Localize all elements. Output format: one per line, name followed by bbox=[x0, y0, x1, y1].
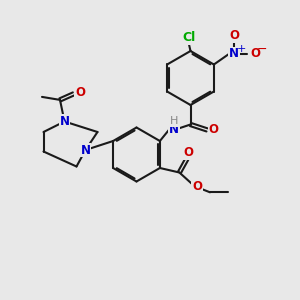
Text: H: H bbox=[170, 116, 178, 127]
Text: +: + bbox=[237, 44, 246, 55]
Text: Cl: Cl bbox=[182, 31, 196, 44]
Text: N: N bbox=[169, 123, 179, 136]
Text: −: − bbox=[256, 43, 267, 56]
Text: O: O bbox=[208, 123, 219, 136]
Text: O: O bbox=[192, 180, 203, 194]
Text: O: O bbox=[183, 146, 194, 159]
Text: N: N bbox=[59, 115, 70, 128]
Text: O: O bbox=[250, 47, 260, 61]
Text: N: N bbox=[229, 47, 239, 61]
Text: O: O bbox=[229, 29, 239, 42]
Text: N: N bbox=[80, 143, 91, 157]
Text: O: O bbox=[75, 86, 85, 99]
